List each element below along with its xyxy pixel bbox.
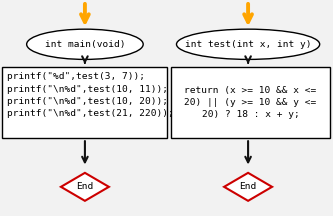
Text: int test(int x, int y): int test(int x, int y) (185, 40, 311, 49)
Text: End: End (239, 182, 257, 191)
Text: End: End (76, 182, 94, 191)
FancyBboxPatch shape (2, 67, 166, 138)
Ellipse shape (27, 29, 143, 59)
Text: int main(void): int main(void) (45, 40, 125, 49)
Text: printf("%d",test(3, 7));
printf("\n%d",test(10, 11));
printf("\n%d",test(10, 20): printf("%d",test(3, 7)); printf("\n%d",t… (7, 72, 173, 118)
Polygon shape (224, 173, 272, 201)
Polygon shape (61, 173, 109, 201)
FancyBboxPatch shape (171, 67, 330, 138)
Text: return (x >= 10 && x <=
20) || (y >= 10 && y <=
20) ? 18 : x + y;: return (x >= 10 && x <= 20) || (y >= 10 … (184, 86, 317, 119)
Ellipse shape (176, 29, 320, 59)
